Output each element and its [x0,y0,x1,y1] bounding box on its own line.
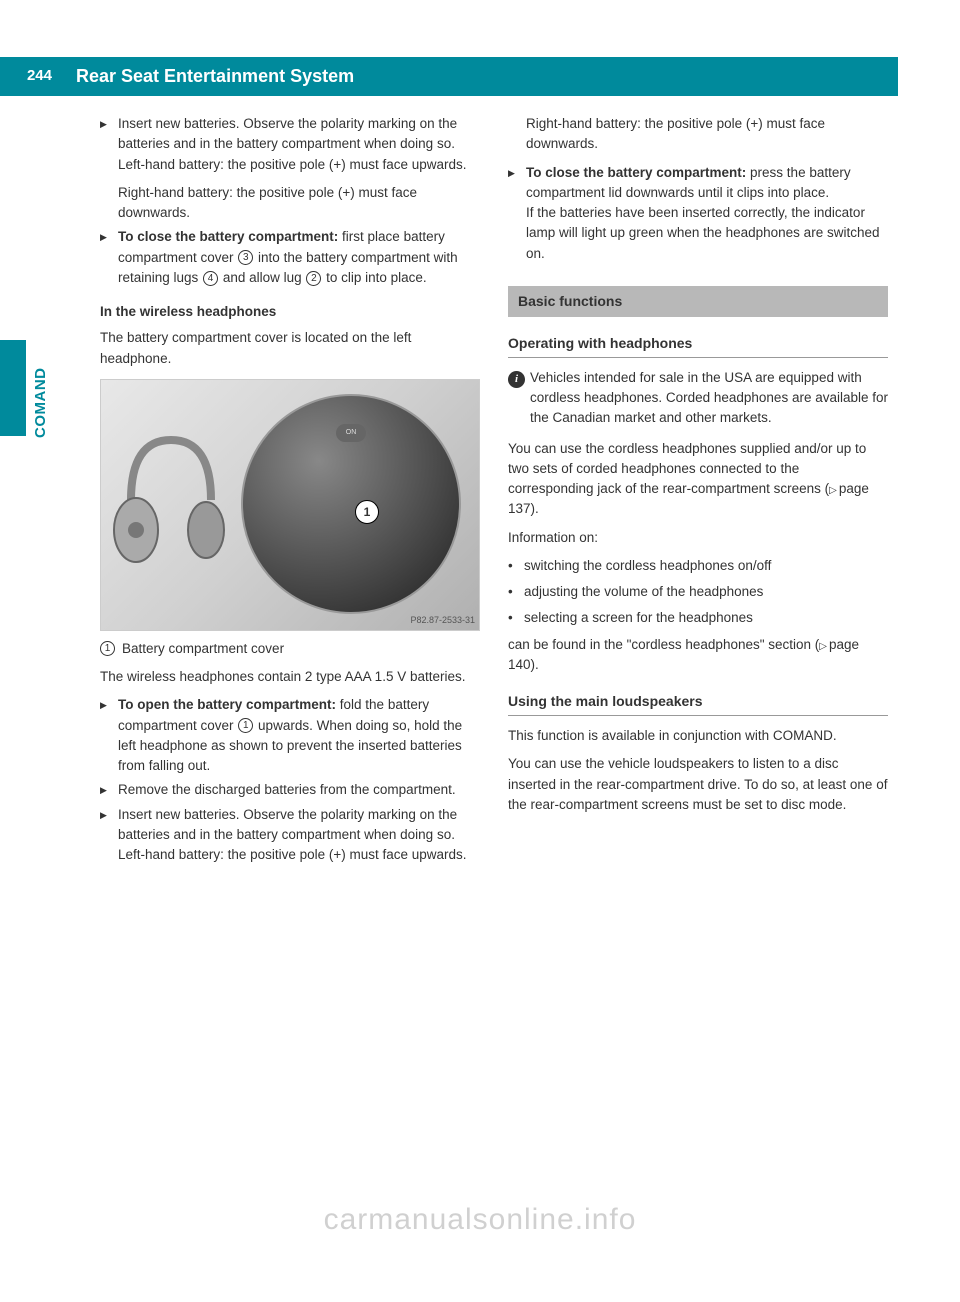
subsection-heading: Operating with headphones [508,333,888,358]
bold-text: To close the battery compartment: [526,165,746,180]
step-marker-icon [508,163,526,264]
headphone-figure: ON 1 P82.87-2533-31 [100,379,480,631]
bullet-icon: • [508,556,524,576]
caption-number: 1 [100,639,122,659]
paragraph: This function is available in conjunctio… [508,726,888,746]
step-text: To close the battery compartment: first … [118,227,480,288]
side-label: COMAND [30,368,53,439]
headphone-icon [111,430,231,590]
figure-caption: 1 Battery compartment cover [100,639,480,659]
bold-text: To open the battery compartment: [118,697,336,712]
paragraph: can be found in the "cordless headphones… [508,635,888,676]
paragraph: Right-hand battery: the positive pole (+… [526,114,888,155]
paragraph: The wireless headphones contain 2 type A… [100,667,480,687]
section-header: Basic functions [508,286,888,317]
paragraph: The battery compartment cover is located… [100,328,480,369]
subheading: In the wireless headphones [100,302,480,322]
paragraph: You can use the cordless headphones supp… [508,439,888,520]
text: to clip into place. [322,270,426,285]
watermark: carmanualsonline.info [324,1197,637,1242]
page-header: 244 Rear Seat Entertainment System [0,57,898,96]
figure-code: P82.87-2533-31 [410,614,475,628]
bold-text: To close the battery compartment: [118,229,338,244]
figure-callout-number: 1 [355,500,379,524]
bullet-icon: • [508,582,524,602]
on-button-icon: ON [336,424,366,442]
step-marker-icon [100,695,118,776]
step-marker-icon [100,805,118,866]
step-item: Insert new batteries. Observe the polari… [100,114,480,223]
bullet-text: adjusting the volume of the headphones [524,582,763,602]
ref-circle: 4 [203,271,218,286]
step-item: To close the battery compartment: first … [100,227,480,288]
info-icon: i [508,368,530,429]
bullet-item: • selecting a screen for the headphones [508,608,888,628]
step-item: Insert new batteries. Observe the polari… [100,805,480,866]
bullet-text: switching the cordless headphones on/off [524,556,771,576]
step-text: To close the battery compartment: press … [526,163,888,264]
paragraph: You can use the vehicle loudspeakers to … [508,754,888,815]
step-text: Insert new batteries. Observe the polari… [118,114,480,223]
text: can be found in the "cordless headphones… [508,637,819,652]
step-item: To open the battery compartment: fold th… [100,695,480,776]
step-item: To close the battery compartment: press … [508,163,888,264]
ref-circle: 2 [306,271,321,286]
text: ). [531,657,539,672]
side-tab [0,340,26,436]
text: ). [531,501,539,516]
bullet-item: • switching the cordless headphones on/o… [508,556,888,576]
step-item: Remove the discharged batteries from the… [100,780,480,800]
manual-page: 244 Rear Seat Entertainment System COMAN… [0,0,960,1302]
bullet-icon: • [508,608,524,628]
step-marker-icon [100,780,118,800]
text: Insert new batteries. Observe the polari… [118,116,467,172]
caption-text: Battery compartment cover [122,639,284,659]
figure-detail-circle: ON [241,394,461,614]
step-marker-icon [100,227,118,288]
subsection-heading: Using the main loudspeakers [508,691,888,716]
left-column: Insert new batteries. Observe the polari… [100,114,480,869]
ref-circle: 1 [238,718,253,733]
step-text: Remove the discharged batteries from the… [118,780,480,800]
header-title: Rear Seat Entertainment System [62,57,898,96]
page-number: 244 [0,57,62,96]
bullet-text: selecting a screen for the headphones [524,608,753,628]
content-area: Insert new batteries. Observe the polari… [100,114,898,869]
text: and allow lug [219,270,305,285]
text-extra: Right-hand battery: the positive pole (+… [118,183,480,224]
info-note: i Vehicles intended for sale in the USA … [508,368,888,429]
ref-circle: 3 [238,250,253,265]
info-text: Vehicles intended for sale in the USA ar… [530,368,888,429]
step-text: Insert new batteries. Observe the polari… [118,805,480,866]
right-column: Right-hand battery: the positive pole (+… [508,114,888,869]
bullet-item: • adjusting the volume of the headphones [508,582,888,602]
text: You can use the cordless headphones supp… [508,441,866,497]
step-text: To open the battery compartment: fold th… [118,695,480,776]
paragraph: Information on: [508,528,888,548]
step-marker-icon [100,114,118,223]
